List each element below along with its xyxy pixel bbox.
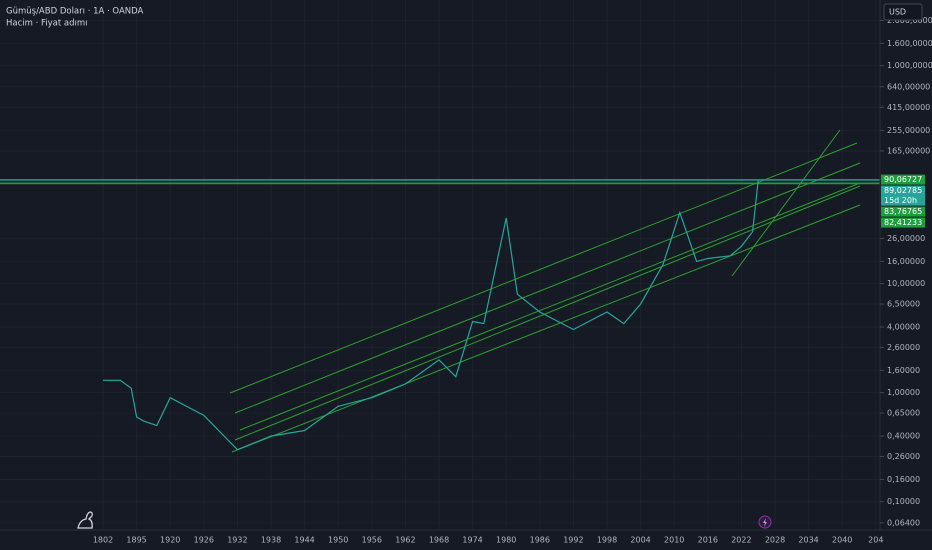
price-axis-panel bbox=[880, 0, 932, 550]
y-tick-label: 16,00000 bbox=[887, 257, 925, 266]
y-tick-label: 6,50000 bbox=[887, 300, 920, 309]
x-tick-label: 1950 bbox=[328, 536, 348, 545]
x-tick-label: 2016 bbox=[698, 536, 718, 545]
y-tick-label: 0,06400 bbox=[887, 518, 920, 527]
x-tick-label: 1962 bbox=[395, 536, 415, 545]
price-label-box bbox=[881, 185, 925, 206]
y-tick-label: 0,26000 bbox=[887, 452, 920, 461]
y-tick-label: 10,00000 bbox=[887, 279, 925, 288]
chart-subtitle: Hacim · Fiyat adımı bbox=[6, 19, 88, 29]
x-tick-label: 1895 bbox=[126, 536, 146, 545]
plot-area bbox=[0, 179, 880, 451]
x-tick-label: 1974 bbox=[462, 536, 482, 545]
y-tick-label: 0,40000 bbox=[887, 432, 920, 441]
price-label-box bbox=[881, 174, 925, 185]
price-label-box bbox=[881, 217, 925, 228]
currency-button[interactable] bbox=[883, 3, 923, 21]
x-tick-label: 1944 bbox=[294, 536, 314, 545]
y-tick-label: 415,00000 bbox=[887, 103, 930, 112]
y-tick-label: 165,00000 bbox=[887, 146, 930, 155]
x-tick-label: 1998 bbox=[597, 536, 617, 545]
x-tick-label: 1986 bbox=[530, 536, 550, 545]
y-tick-label: 1,00000 bbox=[887, 388, 920, 397]
x-tick-label: 2040 bbox=[832, 536, 852, 545]
y-tick-label: 0,65000 bbox=[887, 409, 920, 418]
x-tick-label: 2034 bbox=[798, 536, 818, 545]
x-tick-label: 1968 bbox=[429, 536, 449, 545]
y-tick-label: 1,60000 bbox=[887, 366, 920, 375]
x-tick-label: 1956 bbox=[362, 536, 382, 545]
x-tick-label: 2028 bbox=[765, 536, 785, 545]
y-tick-label: 0,10000 bbox=[887, 497, 920, 506]
countdown-label: 15d 20h bbox=[884, 196, 917, 205]
currency-label[interactable]: USD bbox=[889, 8, 906, 17]
y-tick-label: 0,16000 bbox=[887, 475, 920, 484]
y-tick-label: 4,00000 bbox=[887, 323, 920, 332]
x-tick-label: 1920 bbox=[160, 536, 180, 545]
event-icon-bolt bbox=[763, 518, 767, 527]
price-line bbox=[103, 180, 759, 451]
price-label: 83,76765 bbox=[884, 207, 922, 216]
y-tick-label: 1.000,00000 bbox=[887, 61, 932, 70]
x-tick-label: 1938 bbox=[261, 536, 281, 545]
price-label-box bbox=[881, 206, 925, 217]
x-tick-label: 1802 bbox=[93, 536, 113, 545]
x-tick-label: 1992 bbox=[563, 536, 583, 545]
y-tick-label: 255,00000 bbox=[887, 126, 930, 135]
x-tick-label: 1926 bbox=[194, 536, 214, 545]
x-tick-label: 204 bbox=[868, 536, 883, 545]
x-tick-label: 2010 bbox=[664, 536, 684, 545]
x-tick-label: 1932 bbox=[227, 536, 247, 545]
x-tick-label: 1980 bbox=[496, 536, 516, 545]
price-label: 89,02785 bbox=[884, 186, 922, 195]
y-tick-label: 2,60000 bbox=[887, 343, 920, 352]
price-label: 82,41233 bbox=[884, 218, 922, 227]
x-tick-label: 2004 bbox=[630, 536, 650, 545]
x-tick-label: 2022 bbox=[731, 536, 751, 545]
chart-title: Gümüş/ABD Doları · 1A · OANDA bbox=[6, 7, 144, 17]
logo-icon bbox=[77, 511, 93, 529]
price-label: 90,06727 bbox=[884, 175, 922, 184]
y-tick-label: 640,00000 bbox=[887, 82, 930, 91]
axes: 2.600,000001.600,000001.000,00000640,000… bbox=[93, 16, 932, 545]
y-tick-label: 1.600,00000 bbox=[887, 39, 932, 48]
y-tick-label: 26,00000 bbox=[887, 234, 925, 243]
